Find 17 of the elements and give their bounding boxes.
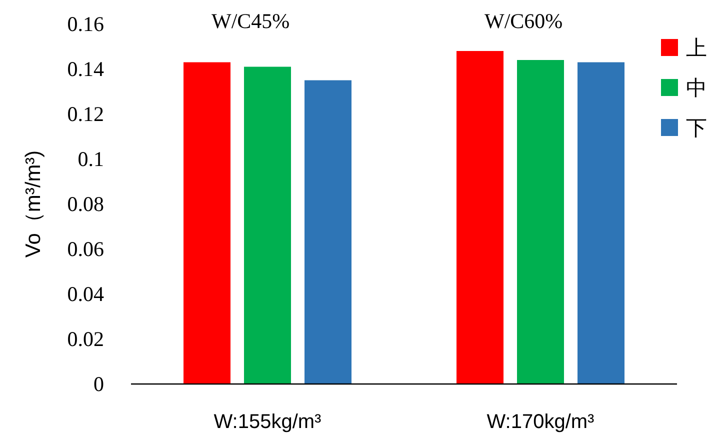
legend-label: 下: [686, 117, 707, 140]
x-tick-label: W:155kg/m³: [214, 411, 322, 433]
y-tick-label: 0.1: [78, 147, 104, 171]
annotation: W/C45%: [212, 9, 290, 33]
y-tick-label: 0.08: [67, 192, 104, 216]
y-tick-label: 0.04: [67, 282, 104, 306]
y-tick-label: 0.16: [67, 12, 104, 36]
annotation: W/C60%: [484, 9, 563, 33]
y-tick-label: 0: [94, 372, 104, 396]
legend-label: 上: [686, 37, 707, 60]
y-tick-label: 0.06: [67, 237, 104, 261]
legend-label: 中: [686, 77, 707, 100]
y-tick-label: 0.12: [67, 102, 104, 126]
y-tick-label: 0.02: [67, 327, 104, 351]
y-axis-title: Vo（m³/m³): [22, 150, 45, 258]
y-tick-label: 0.14: [67, 57, 104, 81]
x-tick-label: W:170kg/m³: [486, 411, 595, 433]
